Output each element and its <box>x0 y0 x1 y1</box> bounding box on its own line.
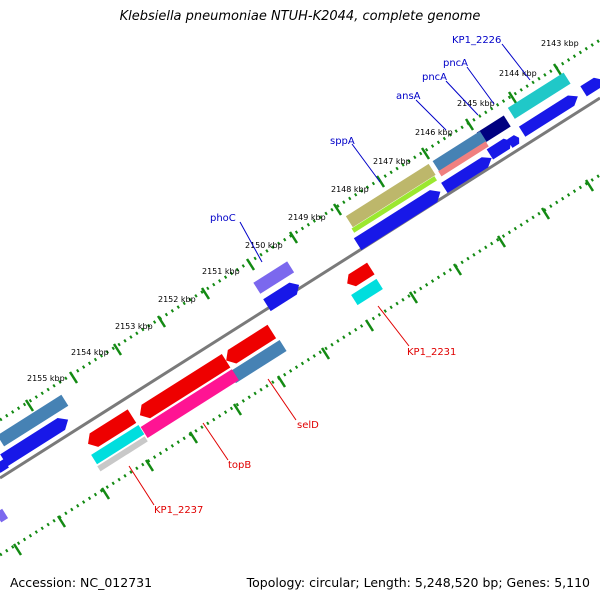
gene-arrow-sppa[interactable] <box>353 186 444 251</box>
gene-block-ansa[interactable] <box>432 131 487 173</box>
gene-arrow-phoc[interactable] <box>263 279 303 312</box>
tick-label: 2146 kbp <box>415 128 453 137</box>
gene-label: sppA <box>330 136 355 147</box>
gene-arrow-ansa[interactable] <box>441 153 495 194</box>
tick-label: 2151 kbp <box>202 267 240 276</box>
genome-stats-text: Topology: circular; Length: 5,248,520 bp… <box>246 575 590 590</box>
gene-arrow-pnca[interactable] <box>486 136 515 160</box>
gene-block-left[interactable] <box>0 394 69 447</box>
gene-arrow-kp1-2231[interactable] <box>343 262 375 290</box>
reverse-gene-labels: KP1_2231 selD topB KP1_2237 <box>154 347 456 516</box>
gene-arrow-topb[interactable] <box>136 353 231 422</box>
gene-block-kp1-2226[interactable] <box>507 72 571 119</box>
gene-label: pncA <box>443 58 468 69</box>
gene-block-sppa[interactable] <box>345 163 436 228</box>
accession-text: Accession: NC_012731 <box>10 575 153 590</box>
gene-label: KP1_2231 <box>407 347 456 358</box>
forward-leader-lines <box>239 43 531 263</box>
tick-label: 2144 kbp <box>499 69 537 78</box>
tick-label: 2147 kbp <box>373 157 411 166</box>
gene-arrow-kp1-2226[interactable] <box>518 91 581 137</box>
tick-label: 2154 kbp <box>71 348 109 357</box>
tick-label: 2152 kbp <box>158 295 196 304</box>
gene-label: ansA <box>396 91 421 102</box>
gene-block-sppa-inner[interactable] <box>351 176 438 233</box>
forward-gene-labels: KP1_2226 pncA pncA ansA sppA phoC <box>210 35 501 224</box>
gene-arrow-seld[interactable] <box>222 324 277 367</box>
gene-block-left-edge-2[interactable] <box>0 508 9 523</box>
reverse-leader-lines <box>128 305 410 506</box>
tick-label: 2150 kbp <box>245 241 283 250</box>
gene-block-kp1-2237-rna[interactable] <box>97 436 148 472</box>
major-ticks-forward <box>24 63 563 412</box>
gene-block-topb[interactable] <box>140 369 239 438</box>
gene-block-pnca[interactable] <box>476 115 511 144</box>
tick-label: 2148 kbp <box>331 185 369 194</box>
gene-block-seld[interactable] <box>228 340 287 384</box>
tick-label: 2153 kbp <box>115 322 153 331</box>
gene-label: KP1_2226 <box>452 35 501 46</box>
gene-label: phoC <box>210 213 236 224</box>
gene-label: pncA <box>422 72 447 83</box>
major-ticks-reverse <box>12 179 595 556</box>
gene-block-kp1-2231[interactable] <box>351 278 383 306</box>
gene-block-ansa-rna[interactable] <box>438 141 489 177</box>
forward-tick-line <box>0 38 600 422</box>
gene-label: KP1_2237 <box>154 505 203 516</box>
gene-block-phoc[interactable] <box>253 261 295 294</box>
tick-labels: 2143 kbp 2144 kbp 2145 kbp 2146 kbp 2147… <box>27 39 579 383</box>
tick-label: 2143 kbp <box>541 39 579 48</box>
tick-label: 2149 kbp <box>288 213 326 222</box>
tick-label: 2145 kbp <box>457 99 495 108</box>
gene-arrow-pnca-2[interactable] <box>507 134 522 148</box>
gene-arrow-kp1-2237[interactable] <box>84 409 137 450</box>
genome-backbone <box>0 96 600 480</box>
gene-block-kp1-2237[interactable] <box>91 424 145 465</box>
map-title: Klebsiella pneumoniae NTUH-K2044, comple… <box>119 9 481 24</box>
tick-label: 2155 kbp <box>27 374 65 383</box>
gene-arrow-left[interactable] <box>0 414 72 467</box>
gene-blocks <box>0 72 600 523</box>
gene-block-left-edge[interactable] <box>0 459 9 473</box>
reverse-tick-line <box>0 173 600 557</box>
gene-label: selD <box>297 420 319 431</box>
gene-arrow-right-edge[interactable] <box>580 75 600 97</box>
gene-label: topB <box>228 460 251 471</box>
